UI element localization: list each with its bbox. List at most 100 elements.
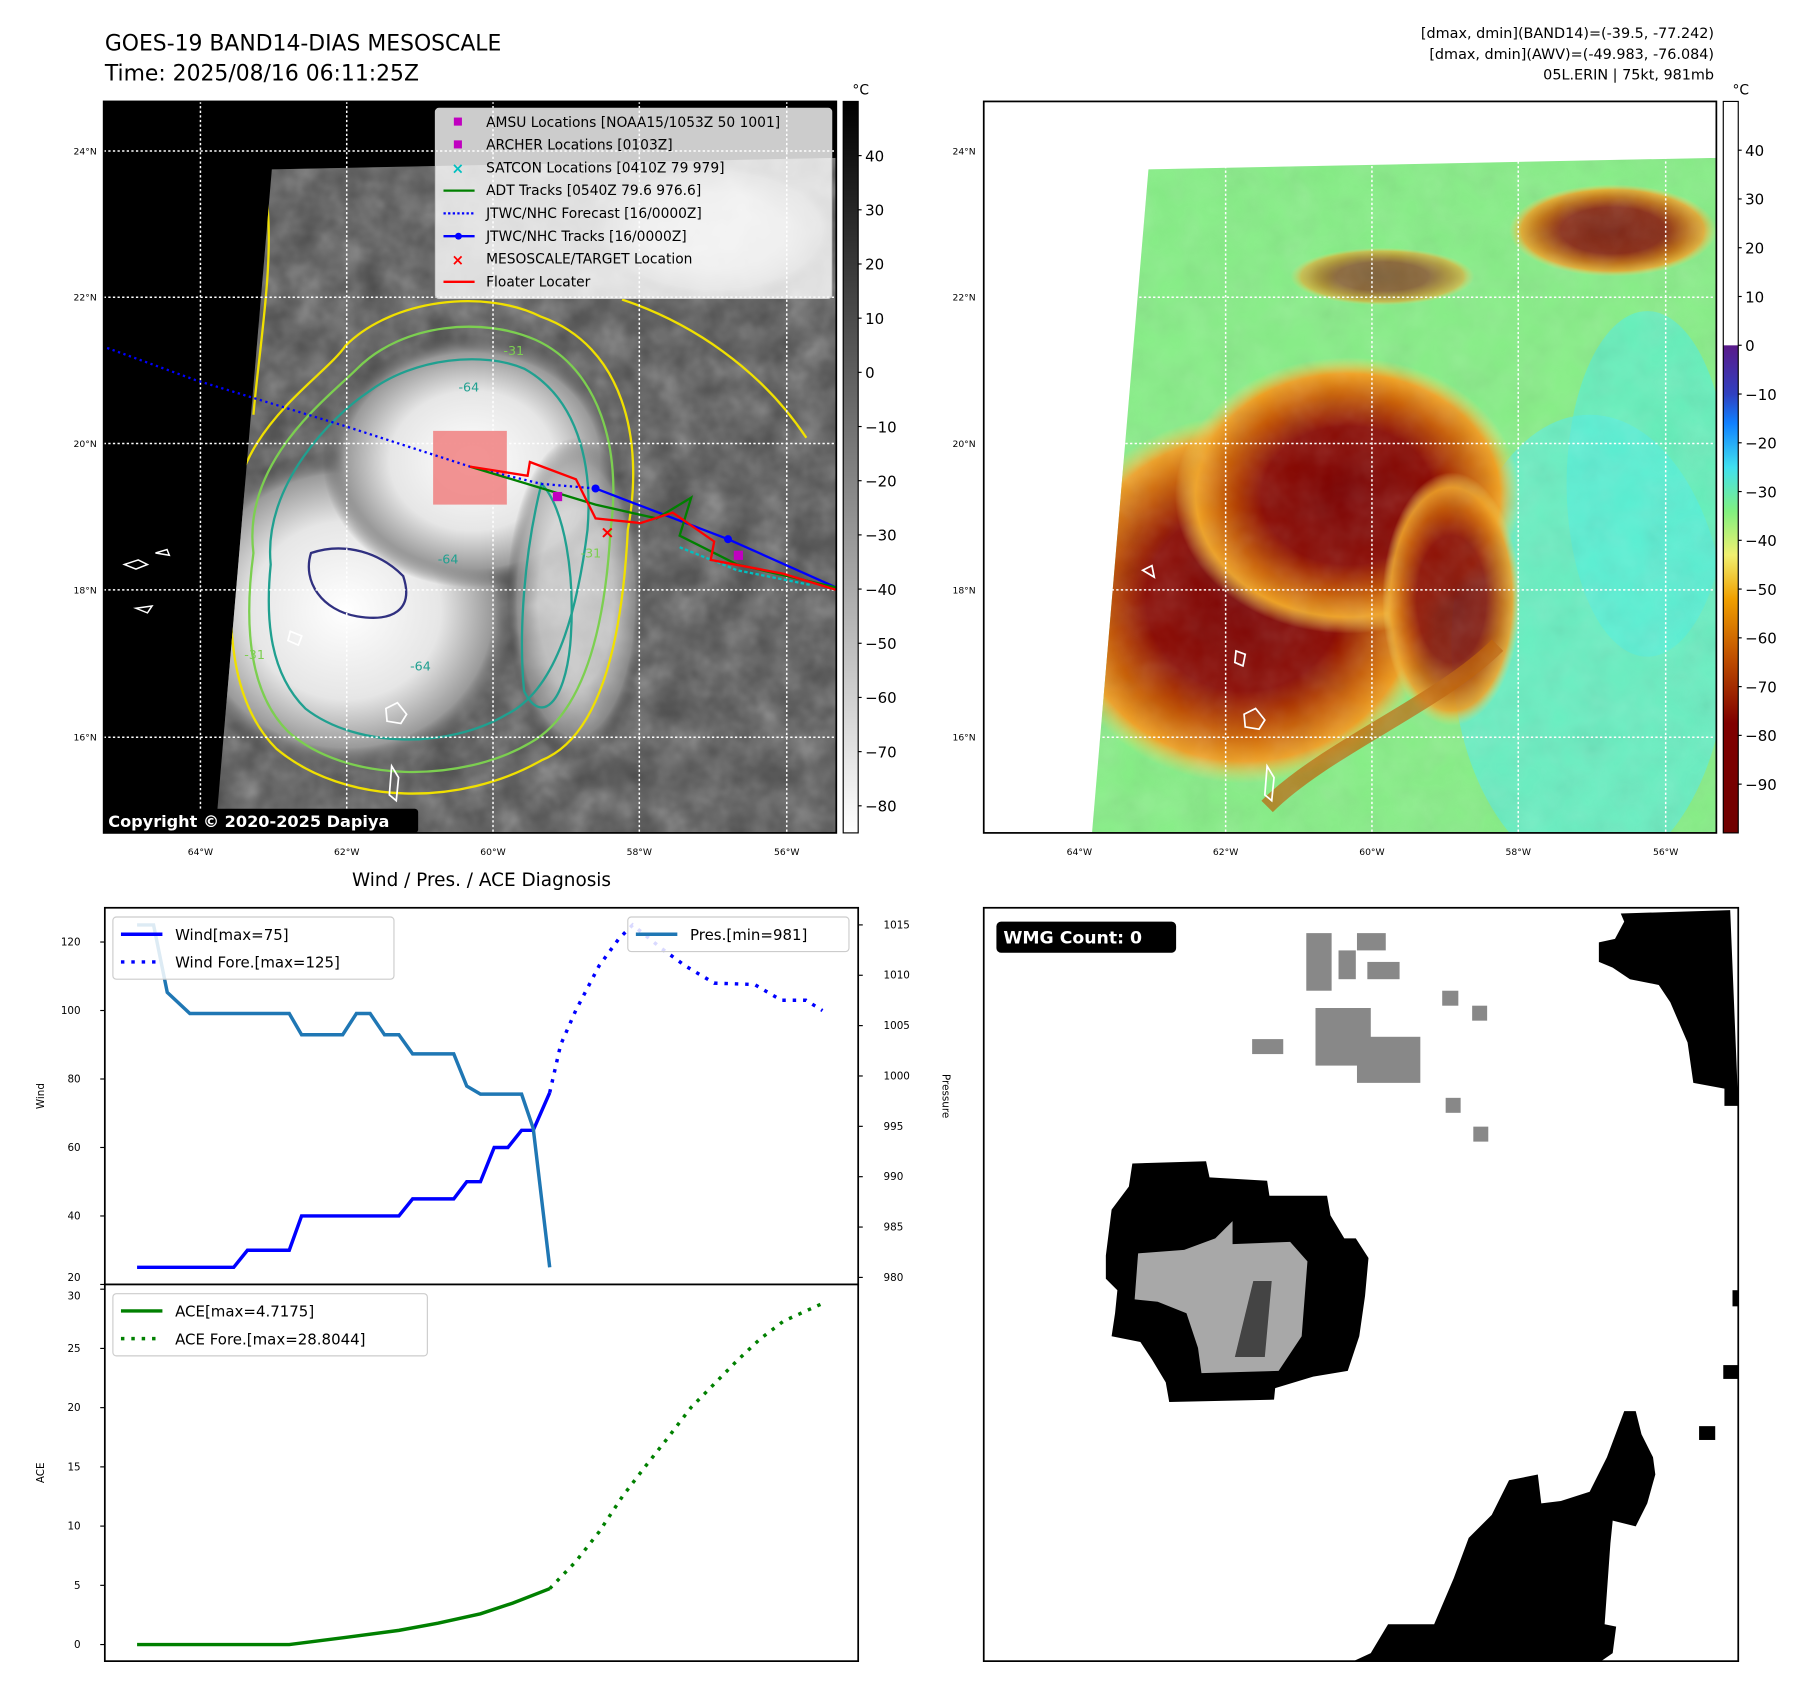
lon-label: 60°W	[1359, 847, 1384, 858]
stats-line-1: [dmax, dmin](BAND14)=(-39.5, -77.242)	[1421, 26, 1714, 42]
colorbar-tick-label: −30	[865, 527, 897, 545]
y-tick-label: 10	[67, 1521, 80, 1533]
colorbar-tick-label: −80	[865, 798, 897, 816]
legend-label: Pres.[min=981]	[690, 926, 807, 944]
contour-label: -64	[458, 380, 479, 395]
y-tick-label: 25	[67, 1343, 80, 1355]
lat-label: 22°N	[74, 293, 97, 304]
stats-line-3: 05L.ERIN | 75kt, 981mb	[1543, 68, 1714, 84]
diagnosis-title: Wind / Pres. / ACE Diagnosis	[352, 870, 611, 891]
colorbar-tick-label: −50	[865, 635, 897, 653]
y2-tick-label: 1000	[884, 1070, 910, 1082]
lon-label: 56°W	[1653, 847, 1678, 858]
title-line-2: Time: 2025/08/16 06:11:25Z	[104, 62, 419, 87]
colorbar-tick-label: −70	[865, 743, 897, 761]
wmg-grey-cells	[1252, 933, 1489, 1142]
legend-square-icon	[453, 140, 462, 149]
lat-label: 18°N	[952, 585, 975, 596]
coastlines	[286, 630, 408, 803]
y-tick-label: 20	[67, 1402, 80, 1414]
legend-square-icon	[453, 117, 462, 126]
lat-label: 16°N	[952, 733, 975, 744]
y-tick-label: 5	[74, 1580, 81, 1592]
y-tick-label: 120	[61, 936, 81, 948]
lat-label: 18°N	[74, 585, 97, 596]
lon-label: 60°W	[480, 847, 505, 858]
y2-tick-label: 980	[884, 1272, 904, 1284]
lon-label: 64°W	[188, 847, 213, 858]
legend-label: SATCON Locations [0410Z 79 979]	[486, 160, 724, 176]
mesoscale-target-marker: ×	[600, 523, 614, 543]
lat-label: 22°N	[952, 293, 975, 304]
legend-x-icon: ×	[452, 251, 465, 269]
ace-chart: 30 25 20 15 10 5 0 ACE ACE[max=4.7175] ACE Fore.[…	[35, 1283, 860, 1663]
lon-label: 58°W	[627, 847, 652, 858]
colorbar-tick-label: 20	[1745, 239, 1764, 257]
band14-map[interactable]: -31 -31 -64 -64 -64 -31 × AMSU Locations…	[103, 101, 841, 833]
map-legend: AMSU Locations [NOAA15/1053Z 50 1001] ARC…	[434, 107, 833, 299]
legend-label: ACE[max=4.7175]	[175, 1303, 314, 1321]
colorbar-tick-label: 40	[865, 147, 884, 165]
legend-label: ADT Tracks [0540Z 79.6 976.6]	[486, 183, 701, 199]
contour-label: -64	[410, 658, 431, 673]
lon-label: 62°W	[334, 847, 359, 858]
archer-location-marker	[733, 550, 743, 560]
contour-label: -31	[244, 647, 265, 662]
satcon-track	[679, 546, 813, 587]
y2-tick-label: 990	[884, 1171, 904, 1183]
colorbar-tick-label: 30	[865, 202, 884, 220]
jtwc-track-point	[723, 535, 733, 544]
chart-legend	[112, 916, 395, 980]
lat-label: 24°N	[74, 146, 97, 157]
lat-label: 24°N	[952, 146, 975, 157]
colorbar-tick-label: −20	[1745, 435, 1777, 453]
lat-label: 16°N	[74, 733, 97, 744]
colorbar-tick-label: −60	[865, 689, 897, 707]
wmg-count-label: WMG Count: 0	[1003, 928, 1142, 948]
colorbar-tick-label: −60	[1745, 630, 1777, 648]
contour-label: -31	[581, 546, 602, 561]
legend-label: ACE Fore.[max=28.8044]	[175, 1330, 365, 1348]
band14-colorbar: °C 40 30 20 10 0 −10 −20 −30 −40 −50 −60 −70 −80	[842, 83, 897, 834]
amsu-location-marker	[552, 491, 563, 502]
series-line-pres-	[137, 923, 552, 1268]
colorbar-tick-label: 30	[1745, 191, 1764, 209]
colorbar-tick-label: −40	[1745, 532, 1777, 550]
wind-pressure-chart: 120 100 80 60 40 20 Wind 1015 1010 1005 1000 995 990…	[35, 906, 951, 1286]
y-tick-label: 60	[67, 1142, 80, 1154]
series-line-ace	[137, 1587, 551, 1647]
colorbar-tick-label: −40	[865, 581, 897, 599]
colorbar-tick-label: 0	[865, 364, 875, 382]
colorbar-tick-label: 10	[1745, 288, 1764, 306]
y2-tick-label: 1005	[884, 1020, 910, 1032]
y2-tick-label: 1010	[884, 970, 910, 982]
contour-label: -64	[438, 551, 459, 566]
coastlines	[1140, 564, 1275, 803]
y-tick-label: 30	[67, 1291, 80, 1303]
colorbar-tick-label: −80	[1745, 727, 1777, 745]
series-line-ace-fore-	[548, 1301, 824, 1590]
jtwc-track-point	[591, 484, 600, 493]
y-tick-label: 80	[67, 1073, 80, 1085]
colorbar-tick-label: −50	[1745, 581, 1777, 599]
coastlines-west	[122, 548, 171, 614]
series-line-wind	[137, 1091, 552, 1270]
legend-label: JTWC/NHC Forecast [16/0000Z]	[485, 206, 702, 222]
y-tick-label: 100	[61, 1005, 81, 1017]
lon-label: 62°W	[1213, 847, 1238, 858]
colorbar-tick-label: −70	[1745, 678, 1777, 696]
y2-axis-label: Pressure	[939, 1074, 951, 1118]
chart-legend	[627, 916, 850, 953]
colorbar-tick-label: 20	[865, 256, 884, 274]
lon-label: 58°W	[1506, 847, 1531, 858]
colorbar-tick-label: −30	[1745, 483, 1777, 501]
wmg-eye	[1234, 1281, 1272, 1358]
colorbar-unit: °C	[852, 83, 869, 99]
legend-label: Floater Locater	[486, 274, 591, 290]
wmg-panel: WMG Count: 0	[982, 906, 1740, 1663]
awv-map[interactable]	[983, 101, 1728, 875]
lat-label: 20°N	[74, 439, 97, 450]
floater-locater	[469, 460, 837, 591]
y-tick-label: 40	[67, 1210, 80, 1222]
